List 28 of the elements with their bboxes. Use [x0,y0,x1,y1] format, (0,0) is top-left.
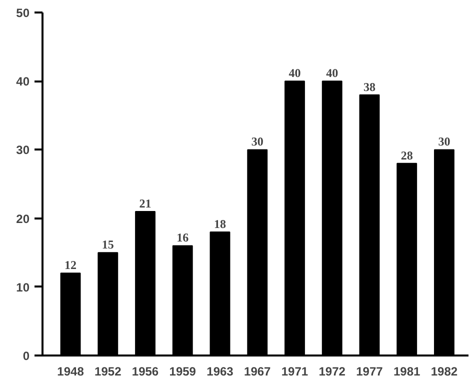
data-label: 28 [400,148,413,162]
x-tick-label: 1967 [244,364,272,378]
x-tick-label: 1972 [318,364,346,378]
data-label: 15 [102,238,114,252]
x-tick-label: 1948 [57,364,84,378]
y-tick-label: 20 [16,212,30,226]
data-label: 21 [139,196,152,210]
x-tick-label: 1971 [281,364,308,378]
x-tick-label: 1963 [206,364,234,378]
data-label: 40 [288,66,301,80]
y-tick-label: 50 [16,6,30,20]
data-label: 12 [64,258,77,272]
data-label: 30 [251,134,264,149]
y-tick-label: 40 [16,74,30,89]
data-label: 30 [438,134,450,149]
y-tick-label: 10 [16,280,30,294]
x-tick-label: 1981 [393,364,421,378]
data-label: 38 [363,80,376,94]
data-label: 18 [214,217,226,232]
x-tick-label: 1977 [356,364,384,378]
data-label: 16 [176,230,189,245]
y-tick-label: 0 [22,349,30,363]
x-tick-label: 1956 [132,364,159,378]
x-tick-label: 1952 [94,364,122,378]
y-tick-label: 30 [16,143,30,158]
x-tick-label: 1982 [430,364,458,378]
data-label: 40 [326,66,338,80]
x-tick-label: 1959 [169,364,196,378]
